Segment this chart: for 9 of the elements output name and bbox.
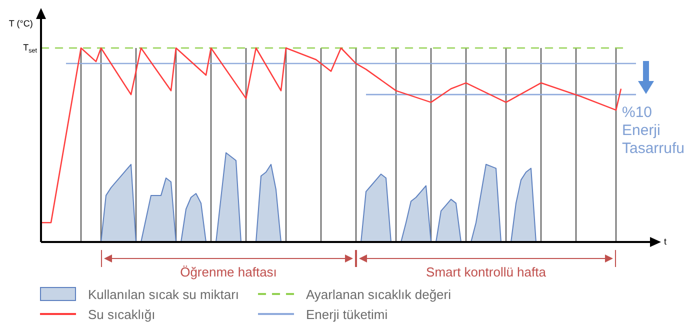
annotation: %10 Enerji Tasarrufu xyxy=(622,104,685,158)
legend-label: Ayarlanan sıcaklık değeri xyxy=(306,286,452,302)
legend-label: Enerji tüketimi xyxy=(306,306,388,322)
legend-label: Su sıcaklığı xyxy=(88,306,156,322)
legend-label: Kullanılan sıcak su miktarı xyxy=(88,286,240,302)
text: Smart kontrollü hafta xyxy=(426,264,547,280)
y-axis-title: T (°C) xyxy=(8,18,33,28)
x-axis-title: t xyxy=(664,236,667,246)
text: Öğrenme haftası xyxy=(180,264,277,280)
